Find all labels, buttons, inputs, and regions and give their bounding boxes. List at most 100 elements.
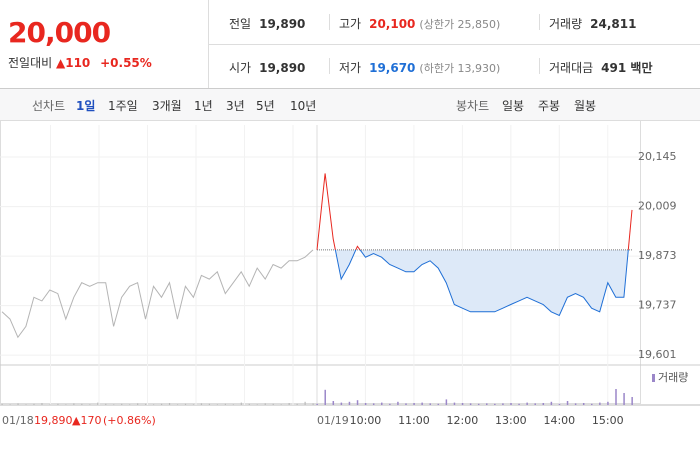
volume-bar	[192, 404, 195, 405]
y-tick-label: 19,737	[638, 299, 677, 312]
y-tick-label: 20,009	[638, 200, 677, 213]
legend-swatch	[652, 374, 655, 382]
prev-change-pct: (+0.86%)	[103, 414, 156, 427]
volume-bar	[340, 402, 343, 405]
separator	[539, 14, 540, 30]
volume-bar	[33, 403, 35, 405]
candle-button[interactable]: 주봉	[538, 99, 561, 113]
volume-bar	[256, 404, 258, 405]
x-tick-label: 12:00	[447, 414, 479, 427]
volume-bar	[304, 401, 306, 405]
toolbar: 선차트 1일 1주일 3개월 1년 3년 5년 10년 봉차트 일봉 주봉 월봉	[0, 88, 700, 121]
volume-bar	[1, 403, 3, 405]
volume-bar	[623, 393, 625, 405]
volume-bar	[356, 400, 359, 405]
x-tick-label: 01/18	[2, 414, 34, 427]
summary-row: 시가 19,890 저가 19,670 (하한가 13,930) 거래대금 491 백만	[209, 44, 700, 88]
prev-price: 19,890	[34, 414, 73, 427]
volume-bar	[591, 403, 593, 405]
volume-bar	[73, 403, 75, 405]
summary-cell: 거래량 24,811	[549, 15, 636, 32]
summary-label: 거래량	[549, 17, 583, 31]
volume-bar	[200, 403, 203, 405]
candle-chart-label: 봉차트	[456, 99, 490, 113]
summary-cell: 전일 19,890	[229, 15, 305, 32]
volume-bar	[574, 403, 577, 405]
volume-bar	[208, 403, 211, 405]
area-fill	[317, 249, 632, 316]
volume-bar	[57, 403, 59, 405]
period-button[interactable]: 3년	[226, 99, 245, 113]
summary-value: 24,811	[590, 17, 637, 31]
x-tick-label: 15:00	[592, 414, 624, 427]
volume-bar	[137, 403, 139, 405]
candle-button[interactable]: 월봉	[574, 99, 597, 113]
summary-value: 491 백만	[601, 61, 653, 75]
volume-bar	[49, 404, 51, 405]
summary: 전일 19,890 고가 20,100 (상한가 25,850) 거래량 24,811 시가 1…	[209, 0, 700, 88]
volume-bar	[615, 389, 617, 405]
period-button[interactable]: 1주일	[108, 99, 138, 113]
summary-cell: 시가 19,890	[229, 59, 305, 76]
summary-cell: 거래대금 491 백만	[549, 59, 652, 76]
volume-bar	[421, 402, 423, 405]
change-label: 전일대비	[8, 56, 53, 70]
volume-bar	[364, 403, 367, 405]
volume-bar	[25, 404, 27, 405]
volume-bar	[445, 399, 448, 405]
volume-bar	[168, 403, 171, 405]
summary-note: (하한가 13,930)	[419, 62, 501, 75]
volume-bar	[461, 403, 464, 405]
volume-bar	[381, 402, 383, 405]
period-button[interactable]: 1년	[194, 99, 213, 113]
x-tick-label: 14:00	[543, 414, 575, 427]
separator	[539, 58, 540, 74]
volume-bar	[216, 404, 219, 405]
summary-value: 19,890	[259, 17, 306, 31]
volume-bar	[332, 401, 335, 405]
volume-bar	[518, 403, 520, 405]
volume-bar	[316, 403, 318, 405]
volume-bar	[453, 402, 456, 405]
period-button[interactable]: 1일	[76, 99, 96, 113]
volume-bar	[145, 403, 147, 405]
volume-bar	[631, 397, 633, 405]
volume-bar	[176, 404, 179, 405]
summary-label: 저가	[339, 61, 362, 75]
volume-bar	[437, 403, 440, 405]
volume-bar	[129, 404, 131, 405]
volume-bar	[153, 404, 155, 405]
volume-bar	[582, 403, 585, 405]
change: 전일대비 ▲110 +0.55%	[8, 54, 152, 71]
legend-label: 거래량	[658, 371, 688, 384]
volume-bar	[413, 403, 415, 405]
line-chart-label: 선차트	[32, 99, 66, 113]
summary-label: 전일	[229, 17, 252, 31]
volume-bar	[121, 403, 123, 405]
volume-bar	[372, 403, 375, 405]
y-tick-label: 19,873	[638, 249, 677, 262]
volume-bar	[477, 403, 480, 405]
volume-bar	[405, 403, 407, 405]
volume-bar	[494, 403, 496, 405]
y-tick-label: 19,601	[638, 348, 677, 361]
summary-note: (상한가 25,850)	[419, 18, 501, 31]
volume-bar	[81, 403, 83, 405]
x-tick-label: 01/19	[317, 414, 349, 427]
period-button[interactable]: 3개월	[152, 99, 182, 113]
x-tick-label: 10:00	[350, 414, 382, 427]
y-tick-label: 20,145	[638, 150, 677, 163]
summary-value: 20,100	[369, 17, 416, 31]
volume-bar	[599, 402, 601, 405]
summary-label: 고가	[339, 17, 362, 31]
summary-cell: 저가 19,670 (하한가 13,930)	[339, 59, 500, 76]
summary-row: 전일 19,890 고가 20,100 (상한가 25,850) 거래량 24,811	[209, 0, 700, 45]
period-button[interactable]: 5년	[256, 99, 275, 113]
separator	[329, 14, 330, 30]
summary-label: 거래대금	[549, 61, 594, 75]
candle-button[interactable]: 일봉	[502, 99, 525, 113]
volume-bar	[41, 403, 43, 405]
volume-bar	[264, 403, 266, 405]
volume-bar	[542, 403, 545, 405]
period-button[interactable]: 10년	[290, 99, 317, 113]
